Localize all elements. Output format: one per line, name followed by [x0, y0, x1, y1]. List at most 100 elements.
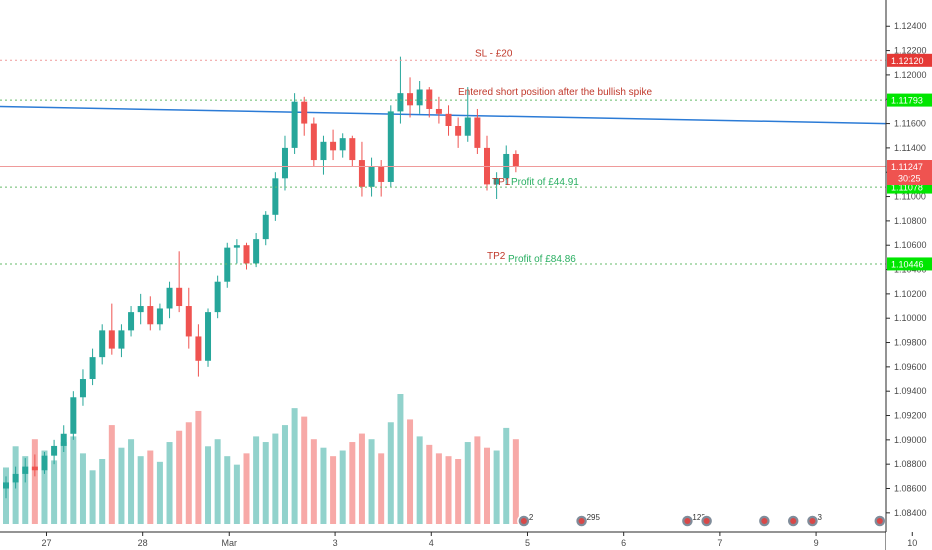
candle-body — [147, 306, 154, 325]
candle-body — [349, 138, 356, 161]
economic-event-icon[interactable]: 2 — [517, 513, 534, 528]
price-tick-label: 1.09800 — [894, 338, 927, 348]
economic-event-icon[interactable]: 295 — [574, 513, 601, 528]
axis-corner — [886, 532, 932, 550]
flag-icon-center — [761, 518, 768, 524]
tp1-tag: TP1 — [492, 177, 511, 188]
svg-text:1.11247: 1.11247 — [891, 162, 923, 172]
price-tick-label: 1.08400 — [894, 508, 927, 518]
price-tick-label: 1.08800 — [894, 459, 927, 469]
volume-bar — [41, 450, 48, 524]
economic-event-icon[interactable] — [757, 514, 772, 528]
volume-bar — [378, 453, 385, 524]
time-tick-label: 27 — [41, 538, 51, 548]
candle-body — [512, 153, 519, 167]
svg-text:1.12120: 1.12120 — [891, 56, 924, 66]
volume-bar — [281, 425, 288, 524]
price-tick-label: 1.12400 — [894, 21, 927, 31]
event-count-label: 122 — [692, 513, 706, 522]
trendline-layer — [0, 105, 887, 125]
price-tick-label: 1.11600 — [894, 119, 926, 129]
candle-body — [310, 123, 317, 161]
current-price-badge: 1.11247 30:25 — [887, 160, 932, 186]
volume-bar — [320, 447, 327, 524]
volume-bar — [253, 436, 260, 524]
price-tick-label: 1.09200 — [894, 411, 927, 421]
price-tick-label: 1.11000 — [894, 192, 926, 202]
candle-body — [445, 113, 452, 126]
candle-body — [493, 178, 500, 185]
candle-body — [368, 166, 375, 187]
volume-bar — [205, 446, 212, 524]
volume-bar — [166, 442, 173, 524]
volume-bar — [512, 439, 519, 524]
flag-icon-center — [684, 518, 691, 524]
price-tick-label: 1.10800 — [894, 216, 927, 226]
volume-bar — [407, 419, 414, 524]
price-tick-label: 1.11400 — [894, 143, 926, 153]
entry-price-badge: 1.11793 — [887, 93, 932, 107]
price-tick-label: 1.12000 — [894, 70, 927, 80]
volume-bar — [262, 442, 269, 524]
candle-body — [407, 93, 414, 106]
event-markers[interactable]: 2 295 122 3 — [517, 513, 887, 528]
economic-event-icon[interactable]: 122 — [680, 513, 706, 528]
candle-body — [224, 247, 231, 282]
volume-bar — [464, 442, 471, 524]
candle-body — [435, 108, 442, 114]
volume-bar — [358, 433, 365, 524]
price-tick-label: 1.09000 — [894, 435, 927, 445]
volume-bar — [484, 447, 490, 524]
candle-body — [214, 281, 221, 313]
volume-bar — [455, 459, 462, 524]
event-count-label: 2 — [529, 513, 534, 522]
time-tick-label: 10 — [907, 538, 917, 548]
volume-bar — [31, 439, 38, 524]
time-tick-label: 5 — [525, 538, 530, 548]
volume-bar — [176, 430, 183, 524]
svg-text:1.10446: 1.10446 — [891, 259, 924, 269]
flag-icon-center — [578, 518, 585, 524]
price-tick-label: 1.12200 — [894, 46, 927, 56]
candle-body — [89, 357, 96, 380]
candle-body — [3, 482, 9, 489]
candle-body — [233, 245, 240, 248]
candle-body — [301, 101, 308, 124]
volume-bar — [339, 450, 346, 524]
volume-bar — [445, 456, 452, 524]
volume-bar — [301, 416, 308, 524]
volume-bar — [185, 422, 192, 524]
volume-bars — [3, 394, 519, 524]
volume-bar — [397, 394, 404, 524]
candle-body — [166, 287, 173, 309]
trendline[interactable] — [0, 105, 887, 125]
candle-body — [416, 89, 423, 106]
volume-bar — [99, 459, 106, 524]
tp1-annotation: Profit of £44.91 — [511, 177, 579, 188]
candle-body — [281, 147, 288, 179]
candle-body — [128, 312, 135, 331]
volume-bar — [195, 410, 202, 524]
flag-icon-center — [790, 518, 797, 524]
candle-body — [22, 466, 29, 474]
candle-body — [99, 330, 106, 358]
volume-bar — [156, 461, 163, 524]
volume-bar — [79, 453, 86, 524]
price-tick-label: 1.08600 — [894, 484, 927, 494]
candle-body — [455, 125, 462, 136]
time-axis[interactable]: 27 28 Mar 3 4 5 6 7 9 10 — [41, 532, 917, 548]
candle-body — [79, 379, 86, 398]
volume-bar — [51, 460, 58, 524]
economic-event-icon[interactable] — [873, 514, 887, 528]
candle-body — [330, 141, 337, 151]
economic-event-icon[interactable] — [699, 514, 714, 528]
economic-event-icon[interactable] — [786, 514, 800, 528]
candle-body — [291, 101, 298, 148]
candle-body — [358, 160, 365, 187]
volume-bar — [435, 453, 442, 524]
volume-bar — [108, 425, 115, 524]
economic-event-icon[interactable]: 3 — [805, 513, 822, 528]
volume-bar — [224, 456, 231, 524]
candle-body — [397, 93, 404, 112]
